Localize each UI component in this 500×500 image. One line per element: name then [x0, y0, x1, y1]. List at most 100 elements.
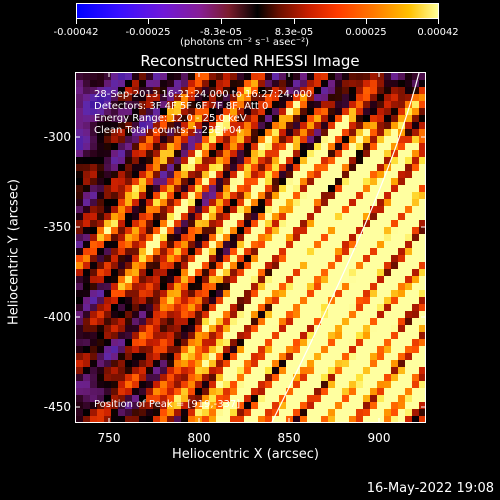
heatmap-cell: [300, 164, 308, 172]
heatmap-cell: [314, 234, 322, 242]
heatmap-cell: [307, 353, 315, 361]
heatmap-cell: [223, 353, 231, 361]
heatmap-cell: [132, 346, 140, 354]
heatmap-cell: [125, 374, 133, 382]
heatmap-cell: [272, 318, 280, 326]
heatmap-cell: [244, 381, 252, 389]
heatmap-cell: [188, 129, 196, 137]
heatmap-cell: [181, 416, 189, 422]
heatmap-cell: [412, 269, 420, 277]
heatmap-cell: [216, 108, 224, 116]
heatmap-cell: [160, 276, 168, 284]
heatmap-cell: [307, 304, 315, 312]
heatmap-cell: [258, 108, 266, 116]
heatmap-cell: [209, 108, 217, 116]
heatmap-cell: [370, 311, 378, 319]
heatmap-cell: [153, 241, 161, 249]
heatmap-cell: [125, 122, 133, 130]
heatmap-cell: [111, 94, 119, 102]
heatmap-cell: [251, 381, 259, 389]
heatmap-cell: [181, 276, 189, 284]
heatmap-cell: [363, 101, 371, 109]
heatmap-cell: [104, 241, 112, 249]
heatmap-cell: [160, 409, 168, 417]
heatmap-cell: [223, 262, 231, 270]
heatmap-cell: [349, 80, 357, 88]
heatmap-cell: [160, 318, 168, 326]
heatmap-cell: [97, 304, 105, 312]
heatmap-cell: [174, 269, 182, 277]
heatmap-cell: [363, 73, 371, 81]
heatmap-cell: [377, 122, 385, 130]
heatmap-cell: [342, 80, 350, 88]
heatmap-cell: [216, 220, 224, 228]
heatmap-cell: [209, 185, 217, 193]
heatmap-cell: [377, 346, 385, 354]
heatmap-cell: [251, 87, 259, 95]
heatmap-cell: [209, 360, 217, 368]
heatmap-cell: [356, 262, 364, 270]
heatmap-cell: [391, 262, 399, 270]
heatmap-cell: [307, 192, 315, 200]
heatmap-cell: [153, 227, 161, 235]
heatmap-cell: [139, 409, 147, 417]
heatmap-cell: [244, 108, 252, 116]
heatmap-cell: [251, 311, 259, 319]
heatmap-cell: [349, 178, 357, 186]
heatmap-cell: [377, 234, 385, 242]
heatmap-cell: [265, 101, 273, 109]
heatmap-cell: [118, 311, 126, 319]
heatmap-cell: [209, 367, 217, 375]
heatmap-cell: [90, 178, 98, 186]
heatmap-cell: [111, 108, 119, 116]
heatmap-cell: [188, 283, 196, 291]
heatmap-cell: [300, 409, 308, 417]
heatmap-cell: [405, 255, 413, 263]
heatmap-cell: [293, 108, 301, 116]
heatmap-cell: [328, 262, 336, 270]
heatmap-cell: [391, 241, 399, 249]
heatmap-cell: [216, 192, 224, 200]
heatmap-cell: [76, 164, 84, 172]
heatmap-cell: [279, 122, 287, 130]
heatmap-cell: [139, 115, 147, 123]
heatmap-cell: [174, 227, 182, 235]
heatmap-cell: [223, 192, 231, 200]
heatmap-cell: [139, 283, 147, 291]
heatmap-cell: [174, 150, 182, 158]
heatmap-cell: [405, 395, 413, 403]
heatmap-cell: [307, 325, 315, 333]
heatmap-cell: [384, 227, 392, 235]
heatmap-cell: [223, 276, 231, 284]
heatmap-cell: [335, 73, 343, 81]
heatmap-cell: [251, 332, 259, 340]
heatmap-cell: [118, 409, 126, 417]
heatmap-cell: [174, 339, 182, 347]
heatmap-cell: [160, 283, 168, 291]
heatmap-cell: [104, 360, 112, 368]
heatmap-cell: [328, 213, 336, 221]
heatmap-cell: [146, 94, 154, 102]
heatmap-cell: [160, 108, 168, 116]
heatmap-cell: [160, 290, 168, 298]
heatmap-cell: [258, 101, 266, 109]
heatmap-cell: [342, 122, 350, 130]
heatmap-cell: [160, 360, 168, 368]
heatmap-cell: [370, 94, 378, 102]
heatmap-cell: [230, 416, 238, 422]
heatmap-cell: [265, 87, 273, 95]
heatmap-cell: [104, 129, 112, 137]
heatmap-cell: [146, 325, 154, 333]
heatmap-cell: [314, 304, 322, 312]
heatmap-cell: [272, 94, 280, 102]
heatmap-cell: [181, 353, 189, 361]
heatmap-cell: [202, 199, 210, 207]
heatmap-cell: [181, 388, 189, 396]
heatmap-cell: [307, 73, 315, 81]
heatmap-cell: [293, 325, 301, 333]
heatmap-cell: [342, 115, 350, 123]
heatmap-cell: [314, 171, 322, 179]
heatmap-cell: [321, 122, 329, 130]
heatmap-cell: [391, 318, 399, 326]
heatmap-cell: [195, 171, 203, 179]
